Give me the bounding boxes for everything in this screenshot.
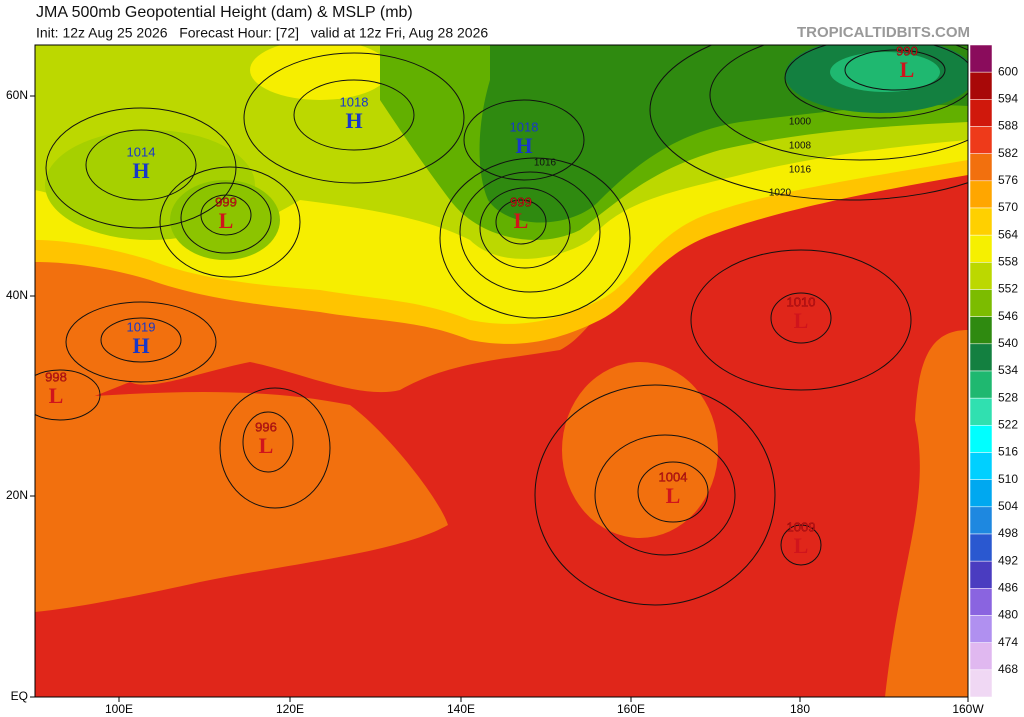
region-582 (562, 362, 718, 538)
center-pressure: 1018 (340, 94, 369, 109)
lat-label: 40N (6, 288, 28, 302)
colorbar-label: 546 (998, 309, 1018, 323)
colorbar-swatch (969, 642, 993, 671)
center-pressure: 1010 (787, 294, 816, 309)
center-pressure: 998 (45, 369, 67, 384)
colorbar-swatch (969, 153, 993, 182)
colorbar-swatch (969, 425, 993, 453)
lat-label: EQ (11, 689, 28, 703)
colorbar-swatch (969, 560, 993, 589)
isobars (35, 45, 968, 606)
isobar-label: 1020 (769, 188, 792, 199)
center-symbol: L (514, 208, 529, 233)
subtitle: Init: 12z Aug 25 2026 Forecast Hour: [72… (36, 25, 488, 41)
center-symbol: H (515, 133, 532, 158)
colorbar-label: 516 (998, 445, 1018, 459)
center-symbol: H (132, 333, 149, 358)
colorbar-label: 576 (998, 173, 1018, 187)
center-symbol: L (259, 433, 274, 458)
colorbar-label: 558 (998, 255, 1018, 269)
lat-label: 20N (6, 488, 28, 502)
colorbar-swatch (969, 71, 993, 100)
center-pressure: 1009 (787, 519, 816, 534)
center-pressure: 1014 (127, 144, 156, 159)
lon-label: 100E (105, 702, 133, 716)
center-pressure: 1004 (659, 469, 688, 484)
center-symbol: L (219, 208, 234, 233)
region-570 (250, 45, 390, 100)
center-symbol: L (794, 308, 809, 333)
center-pressure: 990 (896, 43, 918, 58)
center-symbol: L (666, 483, 681, 508)
center-pressure: 999 (510, 194, 532, 209)
colorbar-label: 504 (998, 499, 1018, 513)
colorbar-label: 468 (998, 662, 1018, 676)
colorbar-label: 588 (998, 119, 1018, 133)
colorbar-swatch (969, 588, 993, 616)
lon-label: 140E (447, 702, 475, 716)
lon-label: 120E (276, 702, 304, 716)
title: JMA 500mb Geopotential Height (dam) & MS… (36, 4, 413, 21)
isobar-label: 1008 (789, 141, 812, 152)
colorbar-swatch (969, 207, 993, 236)
region-582 (35, 391, 448, 612)
map-fill (34, 44, 969, 698)
colorbar-swatch (969, 180, 993, 209)
colorbar-swatch (969, 44, 993, 73)
colorbar-swatch (969, 615, 993, 643)
colorbar-label: 570 (998, 200, 1018, 214)
isobar-label: 1016 (534, 158, 557, 169)
center-pressure: 1019 (127, 319, 156, 334)
center-symbol: L (49, 383, 64, 408)
colorbar-label: 552 (998, 282, 1018, 296)
center-symbol: H (132, 158, 149, 183)
colorbar-swatch (969, 316, 993, 345)
source: TROPICALTIDBITS.COM (797, 24, 970, 41)
colorbar-label: 522 (998, 418, 1018, 432)
colorbar-swatch (969, 479, 993, 508)
colorbar-label: 498 (998, 526, 1018, 540)
colorbar-swatch (969, 370, 993, 399)
colorbar-swatch (969, 533, 993, 562)
colorbar-swatch (969, 99, 993, 127)
colorbar-label: 480 (998, 608, 1018, 622)
colorbar-swatch (969, 234, 993, 263)
lat-label: 60N (6, 88, 28, 102)
isobar-label: 1000 (789, 117, 812, 128)
colorbar-label: 510 (998, 472, 1018, 486)
colorbar-swatch (969, 289, 993, 317)
colorbar-label: 474 (998, 635, 1018, 649)
colorbar-swatch (969, 397, 993, 426)
colorbar-swatch (969, 126, 993, 154)
center-symbol: H (345, 108, 362, 133)
colorbar-swatch (969, 452, 993, 480)
region-558 (170, 180, 280, 260)
colorbar-label: 492 (998, 553, 1018, 567)
colorbar-label: 486 (998, 581, 1018, 595)
colorbar-label: 594 (998, 92, 1018, 106)
lon-label: 180 (790, 702, 810, 716)
center-pressure: 1018 (510, 119, 539, 134)
colorbar-swatch (969, 669, 993, 698)
colorbar-swatch (969, 262, 993, 290)
center-pressure: 999 (215, 194, 237, 209)
region-540 (830, 52, 940, 92)
isobar-label: 1016 (789, 165, 812, 176)
colorbar-swatch (969, 506, 993, 535)
center-pressure: 996 (255, 419, 277, 434)
lon-label: 160E (617, 702, 645, 716)
colorbar-label: 600 (998, 64, 1018, 78)
region-582 (885, 330, 968, 697)
lon-label: 160W (952, 702, 984, 716)
colorbar-label: 564 (998, 227, 1018, 241)
colorbar-label: 528 (998, 390, 1018, 404)
colorbar-label: 540 (998, 336, 1018, 350)
colorbar-label: 582 (998, 146, 1018, 160)
colorbar-label: 534 (998, 363, 1018, 377)
map-frame (34, 44, 969, 698)
center-symbol: L (900, 57, 915, 82)
center-symbol: L (794, 533, 809, 558)
colorbar-swatch (969, 343, 993, 372)
